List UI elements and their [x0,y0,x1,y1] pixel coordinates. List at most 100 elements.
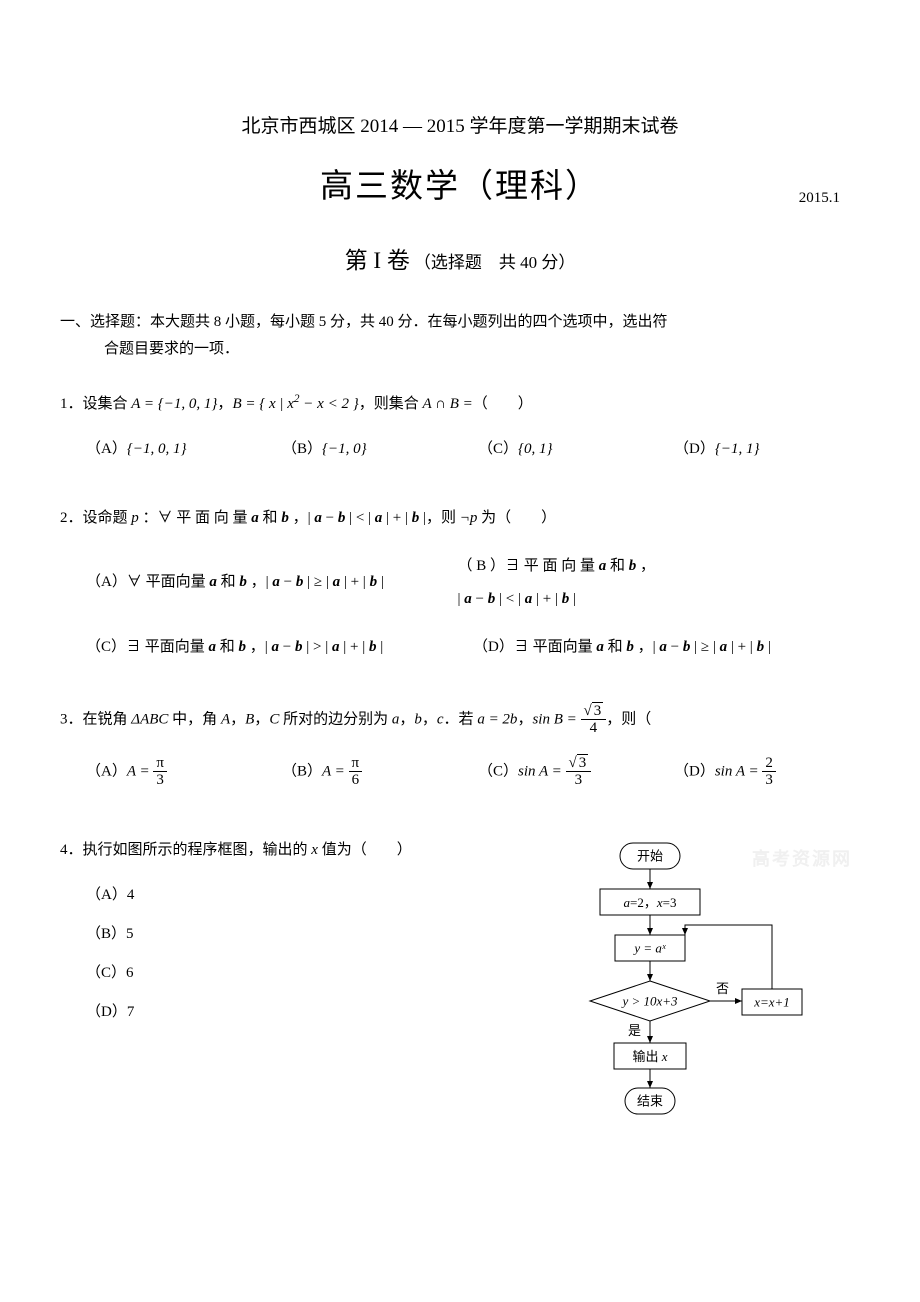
q3-t5: ，则（ [606,711,651,727]
q3-optC: （C）sin A = 33 [478,755,664,789]
q2-p: p [131,510,139,526]
q3-stem: 3．在锐角 ΔABC 中，角 A，B，C 所对的边分别为 a，b，c．若 a =… [60,703,860,737]
q3-t3: 所对的边分别为 [279,711,392,727]
q1-stem: 1．设集合 A = {−1, 0, 1}，B = { x | x2 − x < … [60,389,860,418]
q3-optC-lbl: （C） [478,763,518,779]
q3-A: A [221,711,230,727]
q3-c: c [437,711,444,727]
q2-neg: ¬p [460,510,478,526]
q3-optB-lbl: （B） [282,763,322,779]
q3-optA: （A）A = π3 [86,755,272,789]
q2-optD-lbl: （D）∃ 平面向量 [473,639,596,655]
flowchart-svg: 是 否 开始 a=2，x=3 y = aˣ y > 10x+3 x=x+1 输出 x 结束 [520,833,820,1123]
q1-optD-val: {−1, 1} [715,441,760,457]
svg-text:是: 是 [628,1023,641,1038]
date-mark: 2015.1 [799,185,840,212]
svg-text:开始: 开始 [637,848,663,863]
q2-options: （A）∀ 平面向量 a 和 b ，| a − b | ≥ | a | + | b… [60,550,860,661]
q3-num: 3． [60,711,83,727]
q3-optA-pre: A = [127,763,154,779]
section-small: （选择题 共 40 分） [414,253,576,272]
q2-optA-lbl: （A）∀ 平面向量 [86,574,209,590]
q4-t2: 值为（ ） [318,842,412,858]
q2-and: 和 [259,510,282,526]
q3-t2: 中，角 [168,711,221,727]
q1-setB-post: − x < 2 } [300,396,359,412]
q1-options: （A）{−1, 0, 1} （B）{−1, 0} （C）{0, 1} （D）{−… [60,436,860,463]
q3-cond1: a = 2b [477,711,517,727]
q1-expr: A ∩ B = [422,396,472,412]
svg-text:y > 10x+3: y > 10x+3 [620,993,678,1008]
q2-t2: ：∀ 平 面 向 量 [139,510,252,526]
svg-text:输出 x: 输出 x [632,1048,667,1063]
section-big: 第 I 卷 [345,248,410,273]
q3-cond2den: 4 [581,720,607,737]
svg-text:y = aˣ: y = aˣ [632,940,666,955]
section-heading: 第 I 卷（选择题 共 40 分） [60,240,860,281]
q1-optC-lbl: （C） [478,441,518,457]
q3-cond2pre: sin B = [532,711,580,727]
q4-t1: 执行如图所示的程序框图，输出的 [83,842,312,858]
q3-optD-lbl: （D） [674,763,715,779]
q1-optD-lbl: （D） [674,441,715,457]
q1-setA: A = {−1, 0, 1} [131,396,217,412]
q1-optA: （A）{−1, 0, 1} [86,436,272,463]
question-1: 1．设集合 A = {−1, 0, 1}，B = { x | x2 − x < … [60,389,860,463]
q3-optB-pre: A = [322,763,349,779]
q4-x: x [311,842,318,858]
q3-optA-num: π [153,755,167,773]
q3-optC-den: 3 [566,772,592,789]
q3-t4: ．若 [444,711,478,727]
q2-t4: 为（ ） [477,510,556,526]
q3-a: a [392,711,400,727]
q1-optA-val: {−1, 0, 1} [127,441,187,457]
instructions-line1: 一、选择题：本大题共 8 小题，每小题 5 分，共 40 分．在每小题列出的四个… [60,309,860,336]
q3-optB-num: π [349,755,363,773]
svg-text:a=2，x=3: a=2，x=3 [624,894,677,909]
q2-t1: 设命题 [83,510,132,526]
q2-optB-lbl: （ B ）∃ 平 面 向 量 [458,558,599,574]
instructions: 一、选择题：本大题共 8 小题，每小题 5 分，共 40 分．在每小题列出的四个… [60,309,860,363]
q3-C: C [269,711,279,727]
q1-optA-lbl: （A） [86,441,127,457]
q2-num: 2． [60,510,83,526]
q4-num: 4． [60,842,83,858]
q2-optD: （D）∃ 平面向量 a 和 b ，| a − b | ≥ | a | + | b… [473,634,860,661]
main-title: 高三数学（理科） [320,158,600,217]
svg-text:结束: 结束 [637,1093,663,1108]
q1-optC-val: {0, 1} [518,441,553,457]
svg-text:x=x+1: x=x+1 [753,994,790,1009]
q2-stem: 2．设命题 p ：∀ 平 面 向 量 a 和 b ，| a − b | < | … [60,505,860,532]
svg-text:否: 否 [716,981,729,996]
q2-c1: ， [289,510,308,526]
instructions-line2: 合题目要求的一项． [60,336,860,363]
q3-b: b [414,711,422,727]
q3-optD-num: 2 [762,755,776,773]
q2-t3: ，则 [426,510,460,526]
q3-B: B [245,711,254,727]
q3-optD-pre: sin A = [715,763,763,779]
q2-optA: （A）∀ 平面向量 a 和 b ，| a − b | ≥ | a | + | b… [86,569,458,596]
q3-optC-pre: sin A = [518,763,566,779]
q1-num: 1． [60,396,83,412]
header-subtitle: 北京市西城区 2014 — 2015 学年度第一学期期末试卷 [60,110,860,144]
question-4: 高考资源网 4．执行如图所示的程序框图，输出的 x 值为（ ） （A）4 （B）… [60,837,860,1026]
q3-optB: （B）A = π6 [282,755,468,789]
question-3: 3．在锐角 ΔABC 中，角 A，B，C 所对的边分别为 a，b，c．若 a =… [60,703,860,789]
q1-t3: ，则集合 [359,396,423,412]
q2-optB: （ B ）∃ 平 面 向 量 a 和 b ，| a − b | < | a | … [458,550,845,616]
q3-optD: （D）sin A = 23 [674,755,860,789]
q1-optC: （C）{0, 1} [478,436,664,463]
q1-text: 设集合 [83,396,132,412]
q3-optD-den: 3 [762,772,776,789]
question-2: 2．设命题 p ：∀ 平 面 向 量 a 和 b ，| a − b | < | … [60,505,860,661]
q3-optA-lbl: （A） [86,763,127,779]
q3-t1: 在锐角 [83,711,132,727]
q3-optA-den: 3 [153,772,167,789]
q2-optC-lbl: （C）∃ 平面向量 [86,639,209,655]
title-row: 高三数学（理科） 2015.1 [60,158,860,217]
q2-optC: （C）∃ 平面向量 a 和 b ，| a − b | > | a | + | b… [86,634,473,661]
q1-optD: （D）{−1, 1} [674,436,860,463]
q1-optB-val: {−1, 0} [322,441,367,457]
q1-optB: （B）{−1, 0} [282,436,468,463]
